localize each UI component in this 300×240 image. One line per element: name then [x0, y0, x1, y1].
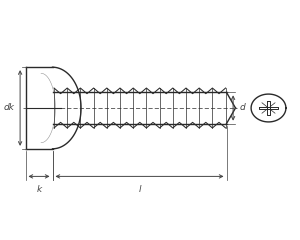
Text: dk: dk: [4, 103, 15, 113]
Text: d: d: [239, 103, 245, 113]
Text: l: l: [138, 185, 141, 194]
Text: k: k: [36, 185, 42, 194]
